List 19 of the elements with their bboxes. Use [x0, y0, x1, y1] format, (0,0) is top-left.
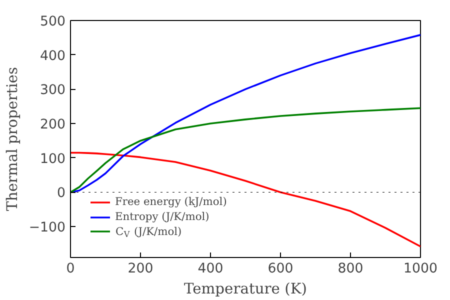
line-series: [70, 152, 420, 248]
x-tick-label: 800: [338, 262, 364, 276]
y-tick-label: 200: [40, 118, 66, 133]
x-axis-title: Temperature (K): [184, 280, 308, 298]
line-series: [70, 34, 420, 194]
x-tick-label: 1000: [404, 262, 438, 276]
x-tick-label: 200: [128, 262, 154, 276]
y-tick-label: −100: [28, 220, 66, 236]
legend-label: Entropy (J/K/mol): [115, 210, 210, 223]
y-tick-label: 0: [57, 186, 66, 202]
y-tick-label: 100: [40, 152, 66, 167]
legend-label: Free energy (kJ/mol): [115, 195, 227, 208]
y-tick-label: 300: [40, 83, 66, 98]
y-tick-label: 500: [40, 14, 66, 30]
x-tick-label: 600: [268, 262, 294, 276]
y-tick-label: 400: [40, 48, 66, 64]
y-axis-title: Thermal properties: [4, 67, 21, 211]
line-series: [70, 107, 420, 194]
x-tick-label: 400: [198, 262, 224, 276]
